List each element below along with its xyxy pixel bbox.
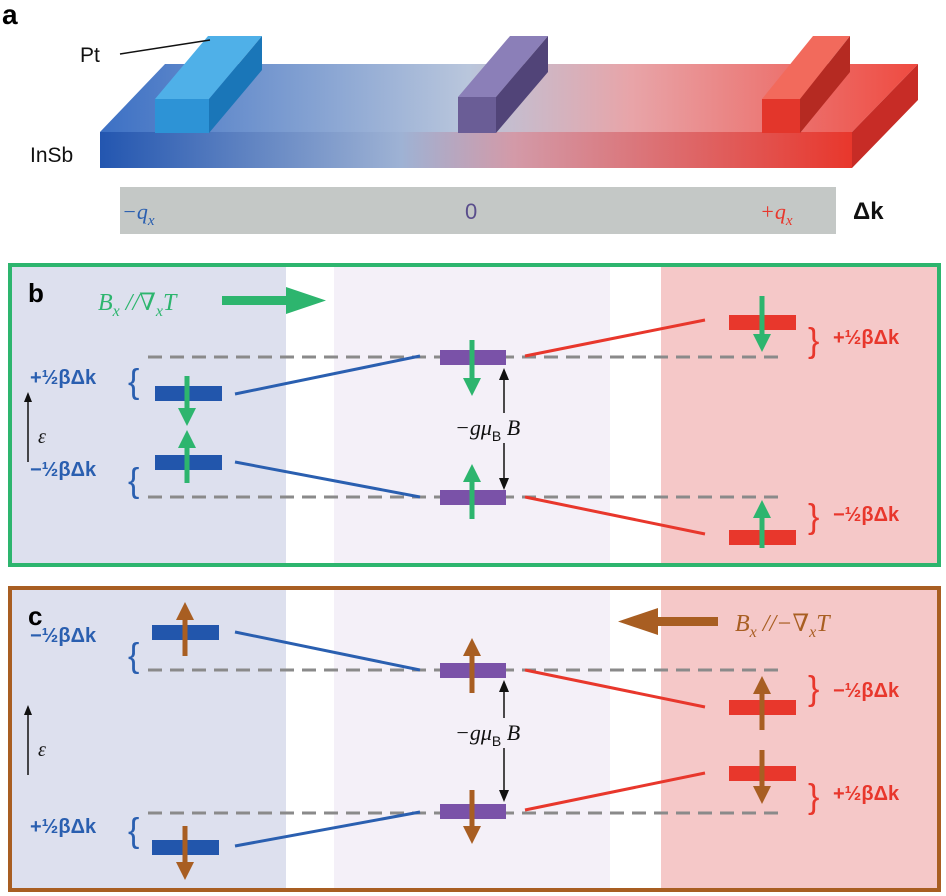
connector-blue-upper-c xyxy=(234,630,421,672)
spin-down-arrow-blue-b xyxy=(178,376,196,426)
brace-upper-left-b: { xyxy=(128,363,139,401)
panel-c-frame xyxy=(8,586,941,892)
insb-slab-front xyxy=(100,132,852,168)
pt-strip-left xyxy=(155,36,262,133)
insb-label: InSb xyxy=(30,144,73,167)
spin-down-arrow-purple-c xyxy=(463,790,481,844)
panel-c: c Bx //−∇xT xyxy=(8,586,941,892)
axis-center-label: 0 xyxy=(465,199,477,224)
spin-up-arrow-blue-c xyxy=(176,602,194,656)
connector-red-upper-b xyxy=(524,318,706,358)
spin-up-arrow-purple-c xyxy=(463,638,481,693)
field-label-b: Bx //∇xT xyxy=(98,290,178,320)
pt-strip-right xyxy=(762,36,850,133)
brace-upper-left-c: { xyxy=(128,637,139,675)
connector-red-lower-c xyxy=(524,771,706,812)
spin-down-arrow-red-b xyxy=(753,296,771,352)
insb-slab-side xyxy=(852,64,918,168)
label-upper-left-b: +½βΔk xyxy=(30,367,97,389)
panel-a: a Pt InSb −qx 0 +qx xyxy=(2,0,918,234)
panel-b: b Bx //∇xT xyxy=(8,263,941,567)
zeeman-label-b: −gμB B xyxy=(455,415,520,444)
axis-left-label: −qx xyxy=(122,199,155,229)
brace-upper-right-b: } xyxy=(808,322,819,360)
connector-blue-lower-b xyxy=(234,460,421,499)
connector-blue-lower-c xyxy=(234,810,421,848)
epsilon-label-b: ε xyxy=(38,426,46,448)
connector-red-upper-c xyxy=(524,668,706,709)
dk-label: Δk xyxy=(853,198,884,225)
field-label-c: Bx //−∇xT xyxy=(735,611,831,641)
field-arrow-c xyxy=(618,608,718,635)
spin-up-arrow-red-b xyxy=(753,500,771,548)
brace-lower-left-b: { xyxy=(128,462,139,500)
brace-lower-right-b: } xyxy=(808,498,819,536)
field-arrow-b xyxy=(222,287,326,314)
panel-b-letter: b xyxy=(28,278,44,308)
connector-red-lower-b xyxy=(524,495,706,536)
connector-blue-upper-b xyxy=(234,354,421,396)
spin-down-arrow-purple-b xyxy=(463,340,481,396)
dk-axis-bar xyxy=(120,187,836,234)
spin-up-arrow-red-c xyxy=(753,676,771,730)
label-lower-left-c: +½βΔk xyxy=(30,816,97,838)
label-upper-left-c: −½βΔk xyxy=(30,625,97,647)
panel-c-letter: c xyxy=(28,601,42,631)
spin-up-arrow-purple-b xyxy=(463,464,481,519)
label-lower-right-c: +½βΔk xyxy=(833,783,900,805)
zeeman-label-c: −gμB B xyxy=(455,720,520,749)
epsilon-label-c: ε xyxy=(38,739,46,761)
label-lower-right-b: −½βΔk xyxy=(833,504,900,526)
brace-lower-right-c: } xyxy=(808,778,819,816)
label-upper-right-c: −½βΔk xyxy=(833,680,900,702)
label-upper-right-b: +½βΔk xyxy=(833,327,900,349)
panel-b-frame xyxy=(8,263,941,567)
axis-right-label: +qx xyxy=(760,199,793,229)
pt-label: Pt xyxy=(80,44,100,67)
pt-strip-center xyxy=(458,36,548,133)
spin-down-arrow-red-c xyxy=(753,750,771,804)
spin-down-arrow-blue-c xyxy=(176,826,194,880)
spin-up-arrow-blue-b xyxy=(178,430,196,483)
pt-leader-line xyxy=(119,39,211,55)
label-lower-left-b: −½βΔk xyxy=(30,459,97,481)
brace-lower-left-c: { xyxy=(128,812,139,850)
panel-a-letter: a xyxy=(2,0,18,30)
brace-upper-right-c: } xyxy=(808,670,819,708)
